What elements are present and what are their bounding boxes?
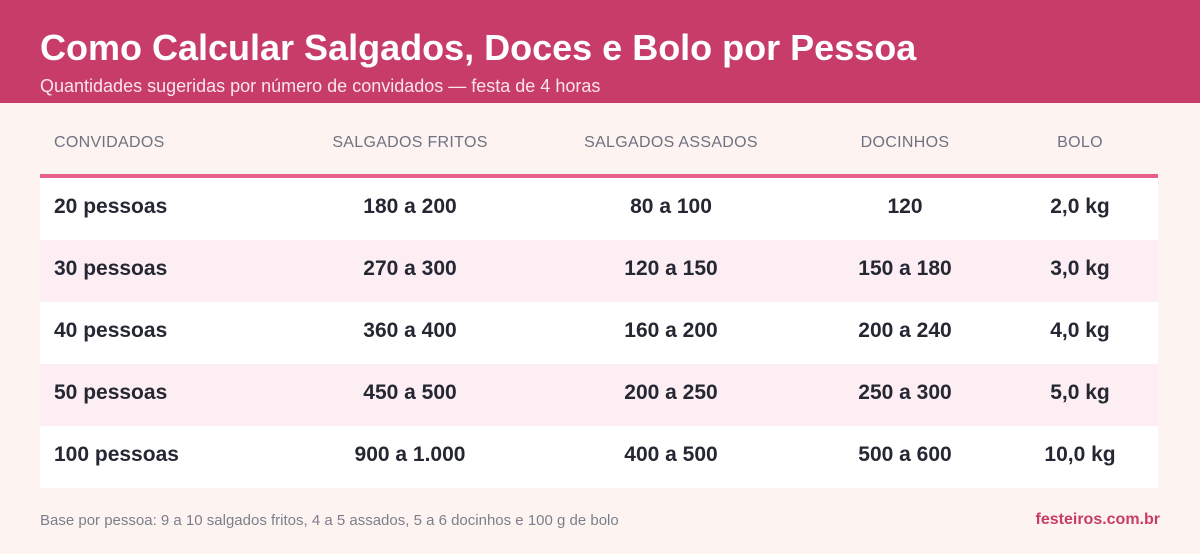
cell-salgados-fritos: 450 a 500 xyxy=(363,381,457,404)
cell-convidados: 50 pessoas xyxy=(54,381,168,404)
cell-salgados-fritos: 900 a 1.000 xyxy=(354,443,466,466)
table-body: 20 pessoas 180 a 200 80 a 100 120 2,0 kg… xyxy=(40,178,1158,488)
cell-convidados: 100 pessoas xyxy=(54,443,179,466)
cell-salgados-assados: 80 a 100 xyxy=(630,195,712,218)
cell-bolo: 10,0 kg xyxy=(1044,443,1116,466)
column-header-bolo: BOLO xyxy=(1057,134,1103,151)
table-row: 40 pessoas 360 a 400 160 a 200 200 a 240… xyxy=(40,302,1158,364)
cell-salgados-assados: 120 a 150 xyxy=(624,257,718,280)
header-banner: Como Calcular Salgados, Doces e Bolo por… xyxy=(0,0,1200,103)
cell-bolo: 4,0 kg xyxy=(1050,319,1110,342)
column-header-salgados-fritos: SALGADOS FRITOS xyxy=(332,134,488,151)
table-header-row: CONVIDADOS SALGADOS FRITOS SALGADOS ASSA… xyxy=(40,114,1158,174)
cell-convidados: 20 pessoas xyxy=(54,195,168,218)
cell-bolo: 3,0 kg xyxy=(1050,257,1110,280)
cell-bolo: 5,0 kg xyxy=(1050,381,1110,404)
page-title: Como Calcular Salgados, Doces e Bolo por… xyxy=(40,27,917,68)
cell-salgados-fritos: 360 a 400 xyxy=(363,319,457,342)
column-header-convidados: CONVIDADOS xyxy=(54,134,165,151)
cell-docinhos: 250 a 300 xyxy=(858,381,952,404)
brand-link[interactable]: festeiros.com.br xyxy=(1035,511,1160,528)
page-subtitle: Quantidades sugeridas por número de conv… xyxy=(40,76,601,96)
column-header-docinhos: DOCINHOS xyxy=(860,134,950,151)
cell-salgados-assados: 160 a 200 xyxy=(624,319,718,342)
cell-salgados-assados: 200 a 250 xyxy=(624,381,718,404)
cell-bolo: 2,0 kg xyxy=(1050,195,1110,218)
quantity-table: CONVIDADOS SALGADOS FRITOS SALGADOS ASSA… xyxy=(40,114,1158,488)
cell-docinhos: 500 a 600 xyxy=(858,443,952,466)
cell-docinhos: 120 xyxy=(887,195,923,218)
table-row: 100 pessoas 900 a 1.000 400 a 500 500 a … xyxy=(40,426,1158,488)
table-row: 20 pessoas 180 a 200 80 a 100 120 2,0 kg xyxy=(40,178,1158,240)
footer-note: Base por pessoa: 9 a 10 salgados fritos,… xyxy=(40,512,619,529)
cell-docinhos: 150 a 180 xyxy=(858,257,952,280)
table-row: 30 pessoas 270 a 300 120 a 150 150 a 180… xyxy=(40,240,1158,302)
table-row: 50 pessoas 450 a 500 200 a 250 250 a 300… xyxy=(40,364,1158,426)
cell-salgados-assados: 400 a 500 xyxy=(624,443,718,466)
header-divider xyxy=(40,174,1158,178)
cell-convidados: 40 pessoas xyxy=(54,319,168,342)
cell-docinhos: 200 a 240 xyxy=(858,319,952,342)
cell-convidados: 30 pessoas xyxy=(54,257,168,280)
cell-salgados-fritos: 270 a 300 xyxy=(363,257,457,280)
column-header-salgados-assados: SALGADOS ASSADOS xyxy=(584,134,758,151)
cell-salgados-fritos: 180 a 200 xyxy=(363,195,457,218)
